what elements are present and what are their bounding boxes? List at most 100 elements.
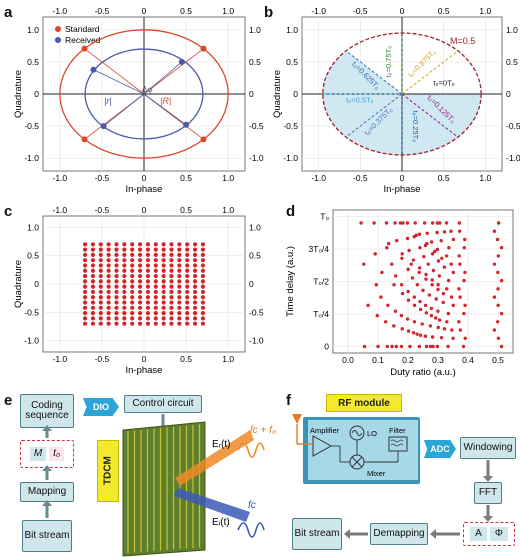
d-point	[449, 262, 453, 266]
c-constellation-point	[153, 284, 158, 289]
c-constellation-point	[82, 273, 88, 279]
d-point	[457, 287, 461, 291]
d-point	[463, 270, 467, 275]
c-constellation-point	[82, 295, 88, 300]
rf-module-label: RF module	[326, 394, 402, 412]
c-constellation-point	[153, 300, 158, 305]
d-point	[425, 231, 429, 235]
d-point	[451, 336, 455, 340]
a-ytick: 1.0	[27, 25, 39, 35]
d-point	[393, 309, 398, 313]
d-point	[428, 324, 433, 328]
c-constellation-point	[177, 300, 182, 305]
c-constellation-point	[161, 273, 166, 279]
c-ytick-right: -1.0	[249, 336, 264, 346]
c-constellation-point	[114, 289, 119, 295]
d-xtick: 0.4	[462, 355, 474, 365]
a-ytick-right: -1.0	[249, 153, 264, 163]
c-constellation-point	[153, 242, 158, 247]
incident-beam	[174, 488, 250, 522]
c-constellation-point	[122, 295, 127, 300]
d-point	[463, 336, 467, 340]
c-constellation-point	[114, 263, 119, 268]
incident-wave	[237, 522, 265, 538]
b-xtick: 0.5	[438, 173, 450, 183]
c-constellation-point	[161, 305, 166, 310]
c-constellation-point	[122, 247, 127, 252]
c-constellation-point	[82, 300, 88, 305]
c-constellation-point	[90, 321, 96, 326]
c-constellation-point	[137, 316, 143, 321]
d-point	[428, 344, 433, 349]
c-constellation-point	[106, 289, 111, 295]
d-point	[444, 221, 449, 225]
c-constellation-point	[137, 258, 143, 263]
c-constellation-point	[185, 305, 190, 310]
c-constellation-point	[192, 316, 198, 321]
c-constellation-point	[98, 305, 103, 310]
c-constellation-point	[153, 289, 158, 295]
c-constellation-point	[169, 289, 174, 295]
d-point	[436, 325, 440, 330]
c-constellation-point	[192, 284, 198, 289]
d-point	[411, 331, 416, 335]
panel-label-a: a	[4, 4, 13, 21]
c-constellation-point	[192, 305, 198, 310]
d-xtick: 0.1	[372, 355, 384, 365]
c-constellation-point	[137, 300, 143, 305]
c-xtick: -0.5	[95, 354, 110, 364]
c-constellation-point	[200, 316, 206, 321]
standard-point	[200, 136, 207, 143]
c-constellation-point	[82, 247, 88, 252]
d-point	[434, 297, 438, 301]
c-constellation-point	[200, 321, 206, 326]
c-constellation-point	[137, 279, 143, 284]
windowing-box: Windowing	[460, 437, 516, 459]
d-point	[441, 300, 445, 305]
label-r-small: |r|	[104, 96, 112, 106]
c-constellation-point	[122, 289, 127, 295]
d-point	[366, 303, 370, 308]
c-constellation-point	[161, 284, 166, 289]
b-sector-label: t₀=0.5T₀	[346, 96, 374, 105]
c-constellation-point	[130, 242, 135, 247]
b-ytick-right: 1.0	[506, 25, 518, 35]
c-ytick: 1.0	[27, 222, 39, 232]
c-constellation-point	[153, 263, 158, 268]
b-lower-fill	[322, 94, 482, 155]
d-point	[405, 221, 410, 225]
d-point	[435, 344, 440, 349]
c-constellation-point	[130, 284, 135, 289]
c-constellation-point	[185, 263, 190, 268]
c-constellation-point	[177, 295, 182, 300]
b-circle	[322, 32, 482, 156]
dio-tag: DIO	[83, 398, 119, 416]
c-constellation-point	[192, 289, 198, 295]
label-R-large: |R|	[160, 96, 171, 106]
c-constellation-point	[114, 258, 119, 263]
d-point	[458, 295, 462, 299]
c-constellation-point	[169, 252, 174, 258]
c-constellation-point	[106, 268, 111, 273]
c-ytick-right: -0.5	[249, 307, 264, 317]
d-point	[401, 221, 405, 225]
c-constellation-point	[130, 316, 135, 321]
c-constellation-point	[200, 268, 206, 273]
c-constellation-point	[200, 300, 206, 305]
c-constellation-point	[169, 279, 174, 284]
b-xtick: 0	[400, 173, 405, 183]
d-point	[457, 320, 461, 324]
c-constellation-point	[98, 316, 103, 321]
d-point	[496, 303, 500, 308]
c-constellation-point	[90, 273, 96, 279]
d-ytick: 3T₀/4	[308, 244, 329, 254]
d-point	[429, 306, 434, 311]
c-constellation-point	[192, 252, 198, 258]
d-point	[385, 246, 389, 250]
d-point	[380, 270, 384, 275]
c-constellation-point	[82, 321, 88, 326]
b-xtick-top: -0.5	[353, 6, 368, 16]
b-ytick-right: -1.0	[506, 153, 520, 163]
a-xtick-top: 1.0	[222, 6, 234, 16]
d-xtick: 0.5	[492, 355, 504, 365]
